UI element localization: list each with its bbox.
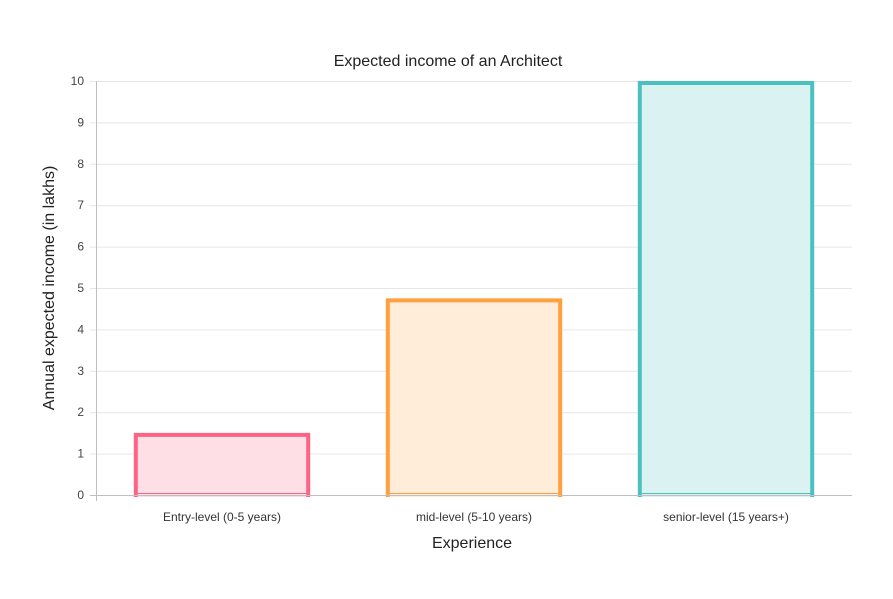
chart-title: Expected income of an Architect <box>334 53 563 70</box>
x-category-labels: Entry-level (0-5 years) mid-level (5-10 y… <box>90 495 852 524</box>
y-tick-label: 10 <box>71 74 85 88</box>
y-tick-label: 4 <box>77 322 84 336</box>
y-axis-title: Annual expected income (in lakhs) <box>41 166 58 411</box>
y-tick-label: 2 <box>77 405 84 419</box>
x-category-label: mid-level (5-10 years) <box>416 510 532 524</box>
y-tick-label: 3 <box>77 364 84 378</box>
x-axis-title: Experience <box>432 535 512 552</box>
y-tick-labels: 0 1 2 3 4 5 6 7 8 9 10 <box>71 74 85 502</box>
bar-2 <box>385 298 563 497</box>
y-tick-label: 1 <box>77 447 84 461</box>
x-category-label: Entry-level (0-5 years) <box>163 510 281 524</box>
bar-3 <box>637 81 815 497</box>
bar-1 <box>133 432 311 497</box>
y-tick-label: 7 <box>77 198 84 212</box>
y-tick-label: 9 <box>77 115 84 129</box>
bars <box>133 81 815 497</box>
y-tick-label: 0 <box>77 488 84 502</box>
y-tick-label: 5 <box>77 281 84 295</box>
x-category-label: senior-level (15 years+) <box>663 510 789 524</box>
y-tick-label: 6 <box>77 240 84 254</box>
y-tick-label: 8 <box>77 157 84 171</box>
